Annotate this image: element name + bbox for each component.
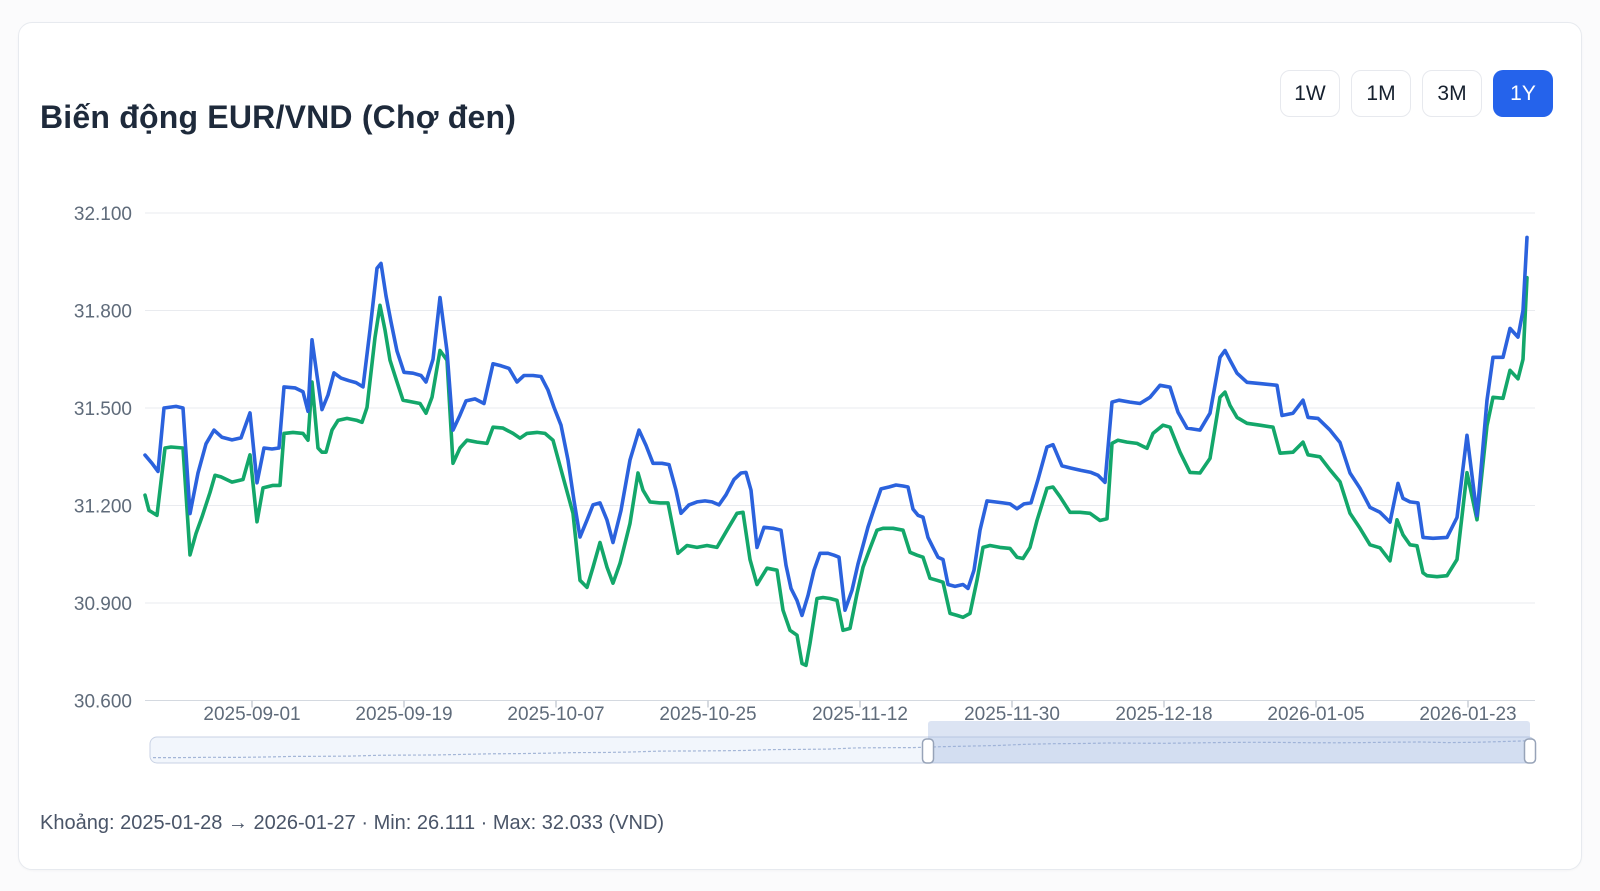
x-tick-label: 2026-01-05 bbox=[1267, 704, 1364, 725]
x-tick-label: 2025-11-12 bbox=[812, 704, 908, 725]
x-tick-label: 2025-09-01 bbox=[203, 704, 300, 725]
x-axis-ticks bbox=[251, 700, 1469, 708]
x-tick-label: 2025-10-25 bbox=[659, 704, 756, 725]
gridlines bbox=[145, 212, 1535, 701]
x-tick-label: 2025-11-30 bbox=[964, 704, 1060, 725]
y-tick-label: 31.500 bbox=[74, 399, 132, 420]
y-tick-label: 31.200 bbox=[74, 497, 132, 518]
range-summary: Khoảng: 2025-01-28 → 2026-01-27 · Min: 2… bbox=[40, 812, 665, 834]
brush-handle-right[interactable] bbox=[1523, 738, 1537, 764]
y-tick-label: 32.100 bbox=[74, 204, 132, 225]
brush-selection[interactable] bbox=[928, 721, 1530, 763]
series-blue-line bbox=[143, 235, 1529, 618]
y-tick-label: 30.600 bbox=[74, 692, 132, 713]
range-button-1m[interactable]: 1M bbox=[1351, 70, 1411, 117]
page-title: Biến động EUR/VND (Chợ đen) bbox=[40, 99, 517, 136]
range-button-3m[interactable]: 3M bbox=[1422, 70, 1482, 117]
x-tick-label: 2026-01-23 bbox=[1419, 704, 1516, 725]
x-tick-label: 2025-10-07 bbox=[507, 704, 604, 725]
x-tick-label: 2025-09-19 bbox=[355, 704, 452, 725]
range-button-1w[interactable]: 1W bbox=[1280, 70, 1340, 117]
range-button-group: 1W 1M 3M 1Y bbox=[1280, 70, 1553, 117]
series-green-line bbox=[143, 275, 1529, 668]
x-tick-label: 2025-12-18 bbox=[1115, 704, 1212, 725]
range-button-1y[interactable]: 1Y bbox=[1493, 70, 1553, 117]
x-axis-labels: 2025-09-01 2025-09-19 2025-10-07 2025-10-25… bbox=[203, 704, 1516, 725]
y-tick-label: 30.900 bbox=[74, 594, 132, 615]
brush-handle-left[interactable] bbox=[921, 738, 935, 764]
y-tick-label: 31.800 bbox=[74, 302, 132, 323]
y-axis-labels: 32.100 31.800 31.500 31.200 30.900 30.600 bbox=[74, 204, 132, 713]
